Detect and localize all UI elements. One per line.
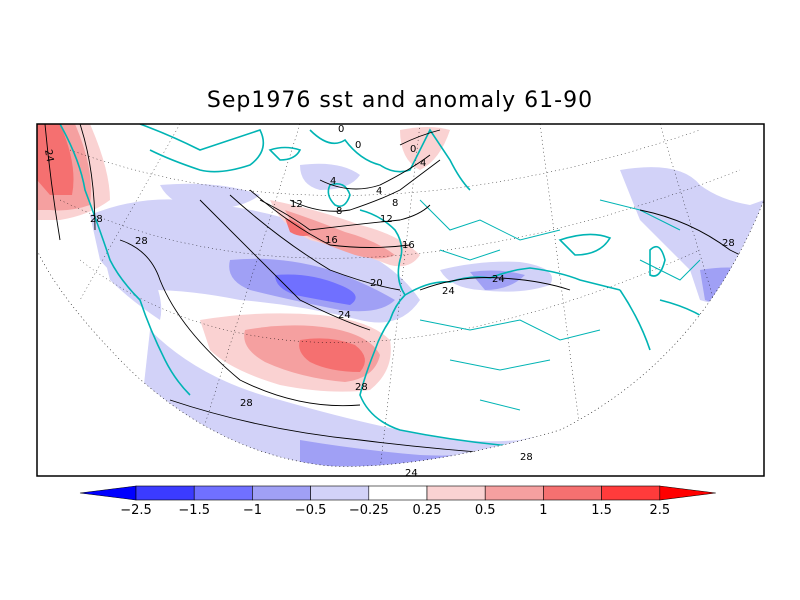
contour-label: 24 [338,310,351,321]
contour-label: 0 [355,140,361,151]
contour-24-mid [199,199,371,331]
contour-label: 28 [722,238,735,249]
colorbar-box [601,485,661,501]
contour-28-west [79,124,96,231]
colorbar-tick-label: −2.5 [120,503,152,518]
coast-caspian [649,245,666,277]
contour-24-west [44,124,61,241]
contour-label: 28 [135,236,148,247]
contour-label: 28 [355,382,368,393]
map-frame [36,123,765,477]
country-borders-europe [419,199,701,411]
contour-label: 4 [420,158,426,169]
anomaly-dark-red-central [299,338,365,372]
contour-label: 4 [376,186,382,197]
sst-contours [44,124,764,467]
colorbar-labels: −2.5 −1.5 −1 −0.5 −0.25 0.25 0.5 1 1.5 2.5 [120,503,670,518]
colorbar-box [426,485,486,501]
coast-red-sea [619,289,651,351]
coast-iceland [268,146,302,161]
graticule [59,124,741,467]
anomaly-light-blue-north [160,183,260,210]
anomaly-shading [37,124,764,467]
anomaly-light-blue-baltic [300,163,360,190]
anomaly-mid-red-north [285,210,395,259]
contour-label: 28 [240,398,253,409]
coastlines [59,124,721,447]
anomaly-mid-blue-med [470,270,525,290]
colorbar-tick-label: −0.25 [349,503,389,518]
contour-label: 24 [492,274,505,285]
contour-labels: 24 28 28 0 0 4 0 4 8 4 8 12 16 12 16 20 … [42,124,735,479]
contour-12 [259,199,431,231]
coast-europe-west [359,209,407,351]
colorbar-box [310,485,370,501]
contour-4 [319,154,431,190]
anomaly-light-blue-south [140,330,580,467]
contour-label: 8 [336,206,342,217]
anomaly-light-red-norway [400,127,450,170]
contour-label: 16 [402,240,415,251]
contour-28-mid [119,239,361,407]
colorbar-tick-label: −1 [243,503,262,518]
contour-16 [249,189,411,248]
contour-label: 16 [325,235,338,246]
colorbar-box [252,485,311,501]
contour-label: 28 [90,214,103,225]
contour-24-med [419,277,571,291]
coast-scandinavia [309,128,471,191]
contour-label: 4 [330,176,336,187]
colorbar-arrow-high [659,485,716,501]
contour-label: 24 [42,149,55,163]
colorbar-box [484,485,544,501]
colorbar-tick-label: 2.5 [649,503,670,518]
coast-north-america [59,124,191,396]
contour-28-south [169,399,521,456]
contour-label: 0 [410,144,416,155]
coast-black-sea [558,233,612,256]
contour-label: 12 [290,199,303,210]
contour-label: 28 [520,452,533,463]
colorbar-box [135,485,195,501]
colorbar-tick-label: 1.5 [591,503,612,518]
coast-britain [327,182,351,208]
colorbar-tick-label: −1.5 [178,503,210,518]
colorbar-arrow-low [79,485,137,501]
contour-label: 24 [442,286,455,297]
contour-0 [399,129,441,146]
globe-edge [37,199,764,467]
contour-8 [289,159,441,212]
contour-label: 20 [370,278,383,289]
colorbar-tick-label: 0.25 [413,503,442,518]
map-title: Sep1976 sst and anomaly 61-90 [206,88,594,113]
colorbar-boxes [79,485,716,501]
colorbar-box [543,485,602,501]
map-plot-area: 24 28 28 0 0 4 0 4 8 4 8 12 16 12 16 20 … [37,124,764,479]
contour-label: 0 [338,124,344,135]
colorbar-tick-label: −0.5 [295,503,327,518]
colorbar-tick-label: 0.5 [475,503,496,518]
contour-label: 12 [380,214,393,225]
contour-label: 24 [405,468,418,479]
contour-20 [229,194,401,291]
coast-greenland [139,124,265,173]
anomaly-light-blue-west [100,240,162,320]
anomaly-dark-blue-core [275,274,356,305]
colorbar-box [368,485,428,501]
anomaly-dark-red-west [37,124,74,195]
colorbar-tick-label: 1 [539,503,547,518]
colorbar-box [193,485,253,501]
contour-label: 8 [392,198,398,209]
